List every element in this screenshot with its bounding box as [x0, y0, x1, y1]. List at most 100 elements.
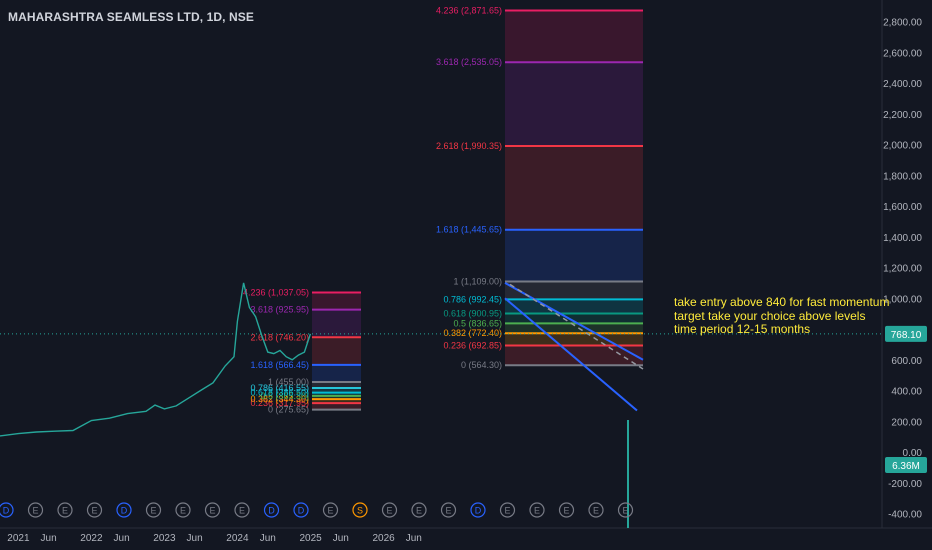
event-marker-letter: E [209, 506, 215, 516]
event-marker: E [175, 502, 191, 518]
fib-level-label: 0.382 (772.40) [443, 328, 502, 338]
fib-zone [312, 309, 361, 338]
event-marker-letter: E [445, 506, 451, 516]
event-marker: D [293, 502, 309, 518]
fib-level-label: 0 (564.30) [461, 360, 502, 370]
event-marker: E [617, 502, 634, 518]
fib-level-label: 0.236 (317.95) [250, 398, 309, 408]
event-marker-badge [175, 502, 191, 518]
price-tick-label: 1,200.00 [883, 264, 922, 275]
fib-level-label: 1.618 (566.45) [250, 360, 309, 370]
event-marker-letter: E [593, 506, 599, 516]
price-tick-label: 2,000.00 [883, 141, 922, 152]
fib-zone [505, 62, 643, 146]
fib-zone [505, 333, 643, 346]
price-tick-label: 2,600.00 [883, 48, 922, 59]
fib-level-label: 1 (455.00) [268, 377, 309, 387]
fib-zone [505, 281, 643, 300]
price-tick-label: 0.00 [903, 448, 923, 459]
event-marker: D [263, 502, 280, 518]
event-marker-badge [263, 502, 280, 518]
price-tick-label: -400.00 [888, 510, 922, 521]
event-marker-badge [0, 502, 14, 518]
event-marker-badge [352, 502, 368, 518]
event-marker: E [440, 502, 457, 518]
event-marker-badge [145, 502, 162, 518]
event-marker: D [470, 502, 486, 518]
event-marker: E [204, 502, 221, 518]
event-marker: E [558, 502, 575, 518]
event-marker-badge [381, 502, 398, 518]
event-marker: D [116, 502, 132, 518]
event-marker: E [57, 502, 73, 518]
last-price-badge [885, 325, 927, 342]
time-tick-label: 2025 [299, 533, 322, 544]
price-tick-label: 2,200.00 [883, 110, 922, 121]
fib-zone [312, 399, 361, 404]
trade-note[interactable]: take entry above 840 for fast momentum t… [674, 295, 889, 337]
fib-level-label: 0.618 (386.50) [250, 388, 309, 398]
trendline-lower [504, 297, 638, 412]
event-marker: E [234, 502, 250, 518]
event-marker: E [529, 502, 545, 518]
event-marker: D [0, 502, 14, 518]
event-marker: E [499, 502, 516, 518]
event-marker-badge [470, 502, 486, 518]
event-marker-badge [86, 502, 103, 518]
fib-zone [312, 337, 361, 365]
fib-zone [312, 364, 361, 383]
fib-level-label: 1 (1,109.00) [453, 276, 502, 286]
event-marker-letter: E [534, 506, 540, 516]
event-marker-letter: D [298, 506, 305, 516]
fib-zone [505, 229, 643, 282]
fib-level-label: 0.236 (692.85) [443, 340, 502, 350]
trade-note-line: target take your choice above levels [674, 308, 866, 323]
event-marker-badge [499, 502, 516, 518]
event-marker-badge [617, 502, 634, 518]
chart-title: MAHARASHTRA SEAMLESS LTD, 1D, NSE [8, 10, 254, 24]
price-tick-label: 2,800.00 [883, 18, 922, 29]
event-marker-letter: D [268, 506, 275, 516]
event-marker-letter: S [357, 506, 363, 516]
fib-level-label: 0.786 (992.45) [443, 294, 502, 304]
event-marker-badge [322, 502, 339, 518]
event-marker-badge [588, 502, 604, 518]
event-marker-letter: E [180, 506, 186, 516]
event-marker-letter: E [239, 506, 245, 516]
time-tick-label: 2024 [226, 533, 249, 544]
event-marker: S [352, 502, 368, 518]
event-marker: E [588, 502, 604, 518]
fib-zone [505, 345, 643, 366]
fib-zone [505, 299, 643, 314]
event-marker-letter: E [150, 506, 156, 516]
event-marker-letter: D [121, 506, 128, 516]
fib-zone [505, 313, 643, 324]
price-tick-label: 2,400.00 [883, 79, 922, 90]
event-marker: E [86, 502, 103, 518]
time-tick-label: Jun [406, 533, 422, 544]
fib-level-label: 0.618 (900.95) [443, 308, 502, 318]
fib-level-label: 0 (275.65) [268, 405, 309, 415]
event-marker-letter: E [91, 506, 97, 516]
event-marker-letter: D [475, 506, 482, 516]
event-marker: E [411, 502, 427, 518]
fib-level-label: 2.618 (746.20) [250, 332, 309, 342]
price-tick-label: 600.00 [891, 356, 922, 367]
event-marker: E [27, 502, 44, 518]
time-tick-label: 2021 [7, 533, 30, 544]
fib-zone [312, 292, 361, 310]
event-marker-letter: E [62, 506, 68, 516]
fib-level-label: 0.5 (365.30) [260, 391, 309, 401]
fib-zone [505, 323, 643, 334]
fib-level-label: 0.5 (836.65) [453, 318, 502, 328]
fib-zone [505, 10, 643, 63]
price-series-line [0, 282, 312, 437]
fib-zone [505, 145, 643, 230]
event-marker-badge [558, 502, 575, 518]
fib-level-label: 2.618 (1,990.35) [436, 141, 502, 151]
fib-zone [312, 392, 361, 396]
fib-level-label: 0.382 (344.30) [250, 394, 309, 404]
time-tick-label: 2023 [153, 533, 176, 544]
event-marker-badge [440, 502, 457, 518]
